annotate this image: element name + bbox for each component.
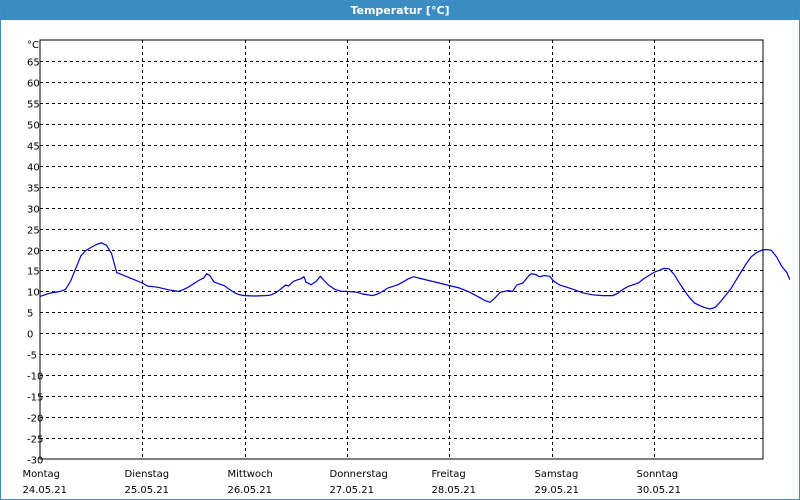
x-tick-day: Samstag [535, 469, 579, 480]
y-tick-label: 35 [27, 184, 40, 195]
x-tick-date: 26.05.21 [228, 485, 273, 496]
y-tick-label: 65 [27, 58, 40, 69]
x-tick-day: Freitag [432, 469, 466, 480]
x-tick-date: 30.05.21 [637, 485, 682, 496]
x-tick-date: 25.05.21 [125, 485, 170, 496]
x-tick-date: 28.05.21 [432, 485, 477, 496]
y-tick-label: 30 [27, 205, 40, 216]
y-axis-unit: °C [27, 40, 39, 51]
y-tick-label: -25 [27, 435, 43, 446]
temperature-line [39, 242, 791, 310]
y-tick-label: 20 [27, 247, 40, 258]
y-tick-label: -5 [27, 351, 37, 362]
x-tick-day: Donnerstag [330, 469, 388, 480]
y-tick-label: 15 [27, 267, 40, 278]
x-tick-day: Dienstag [125, 469, 170, 480]
y-tick-label: 60 [27, 79, 40, 90]
y-tick-label: 5 [27, 309, 33, 320]
chart-title: Temperatur [°C] [1, 1, 799, 20]
x-tick-date: 27.05.21 [330, 485, 375, 496]
x-tick-date: 24.05.21 [23, 485, 68, 496]
x-tick-day: Montag [23, 469, 60, 480]
x-tick-date: 29.05.21 [535, 485, 580, 496]
y-tick-label: 45 [27, 142, 40, 153]
y-tick-label: 10 [27, 288, 40, 299]
y-tick-label: 0 [27, 330, 33, 341]
y-tick-label: -10 [27, 372, 43, 383]
x-tick-day: Mittwoch [228, 469, 273, 480]
x-tick-day: Sonntag [637, 469, 679, 480]
y-tick-label: 55 [27, 100, 40, 111]
y-tick-label: -15 [27, 393, 43, 404]
y-tick-label: 40 [27, 163, 40, 174]
y-tick-label: -20 [27, 414, 43, 425]
y-tick-label: -30 [27, 456, 43, 467]
y-tick-label: 25 [27, 226, 40, 237]
y-tick-label: 50 [27, 121, 40, 132]
